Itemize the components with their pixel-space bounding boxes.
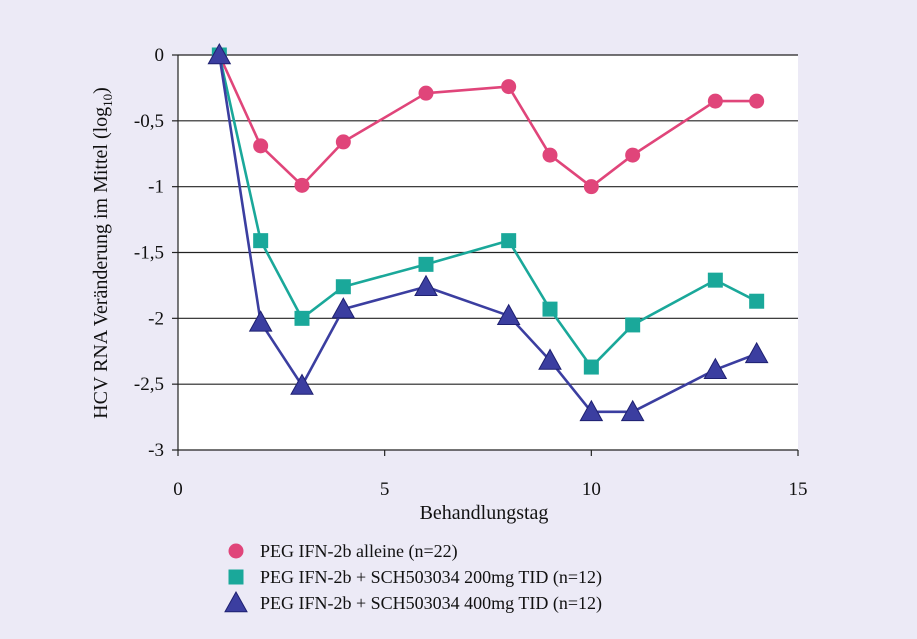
data-point xyxy=(625,317,641,333)
series-group xyxy=(207,42,769,422)
legend-marker xyxy=(228,543,244,559)
data-point xyxy=(496,303,521,325)
y-axis-label-subscript: 10 xyxy=(100,94,115,107)
data-point xyxy=(703,357,728,379)
legend-label: PEG IFN-2b alleine (n=22) xyxy=(260,541,458,562)
data-point xyxy=(579,399,604,422)
data-point xyxy=(501,79,517,95)
data-point xyxy=(749,293,765,309)
y-tick-label: -2,5 xyxy=(134,374,164,395)
y-axis-label-close: ) xyxy=(90,87,112,94)
data-point xyxy=(707,272,723,288)
data-point xyxy=(583,359,599,375)
grid xyxy=(178,54,798,451)
x-tick-label: 10 xyxy=(582,479,601,500)
y-tick-label: -1 xyxy=(148,177,164,198)
legend: PEG IFN-2b alleine (n=22) PEG IFN-2b + SC… xyxy=(224,541,602,614)
y-axis-label: HCV RNA Veränderung im Mittel (log10) xyxy=(90,87,115,419)
y-tick-label: 0 xyxy=(155,45,165,66)
data-point xyxy=(501,233,517,249)
data-point xyxy=(744,341,769,364)
data-point xyxy=(583,179,599,195)
data-point xyxy=(542,301,558,317)
x-tick-label: 5 xyxy=(380,479,390,500)
data-point xyxy=(538,348,562,370)
data-point xyxy=(749,93,765,109)
data-point xyxy=(290,373,314,395)
data-point xyxy=(620,399,645,422)
data-point xyxy=(294,310,310,326)
data-point xyxy=(335,279,351,295)
data-point xyxy=(248,310,273,332)
y-tick-label: -3 xyxy=(148,440,164,461)
y-tick-labels: 0 -0,5 -1 -1,5 -2 -2,5 -3 xyxy=(134,45,164,461)
legend-marker xyxy=(224,590,248,613)
y-axis-label-main: HCV RNA Veränderung im Mittel (log xyxy=(90,107,112,419)
x-tick-labels: 0 5 10 15 xyxy=(173,479,807,500)
legend-label: PEG IFN-2b + SCH503034 200mg TID (n=12) xyxy=(260,567,602,588)
x-axis-label: Behandlungstag xyxy=(420,502,549,524)
data-point xyxy=(414,274,438,297)
data-point xyxy=(253,233,269,249)
legend-label: PEG IFN-2b + SCH503034 400mg TID (n=12) xyxy=(260,593,602,614)
data-point xyxy=(542,147,558,163)
y-tick-label: -2 xyxy=(148,308,164,329)
data-point xyxy=(253,138,269,154)
data-point xyxy=(707,93,723,109)
axes xyxy=(172,54,799,456)
series-square xyxy=(211,47,765,375)
x-tick-label: 0 xyxy=(173,479,183,500)
data-point xyxy=(418,256,434,272)
y-tick-label: -0,5 xyxy=(134,111,164,132)
data-point xyxy=(625,147,641,163)
series-triangle xyxy=(207,42,769,422)
y-tick-label: -1,5 xyxy=(134,243,164,264)
x-tick-label: 15 xyxy=(789,479,808,500)
legend-marker xyxy=(228,569,244,585)
data-point xyxy=(418,85,434,101)
data-point xyxy=(335,134,351,150)
data-point xyxy=(331,297,356,319)
data-point xyxy=(207,42,232,65)
data-point xyxy=(294,177,310,193)
